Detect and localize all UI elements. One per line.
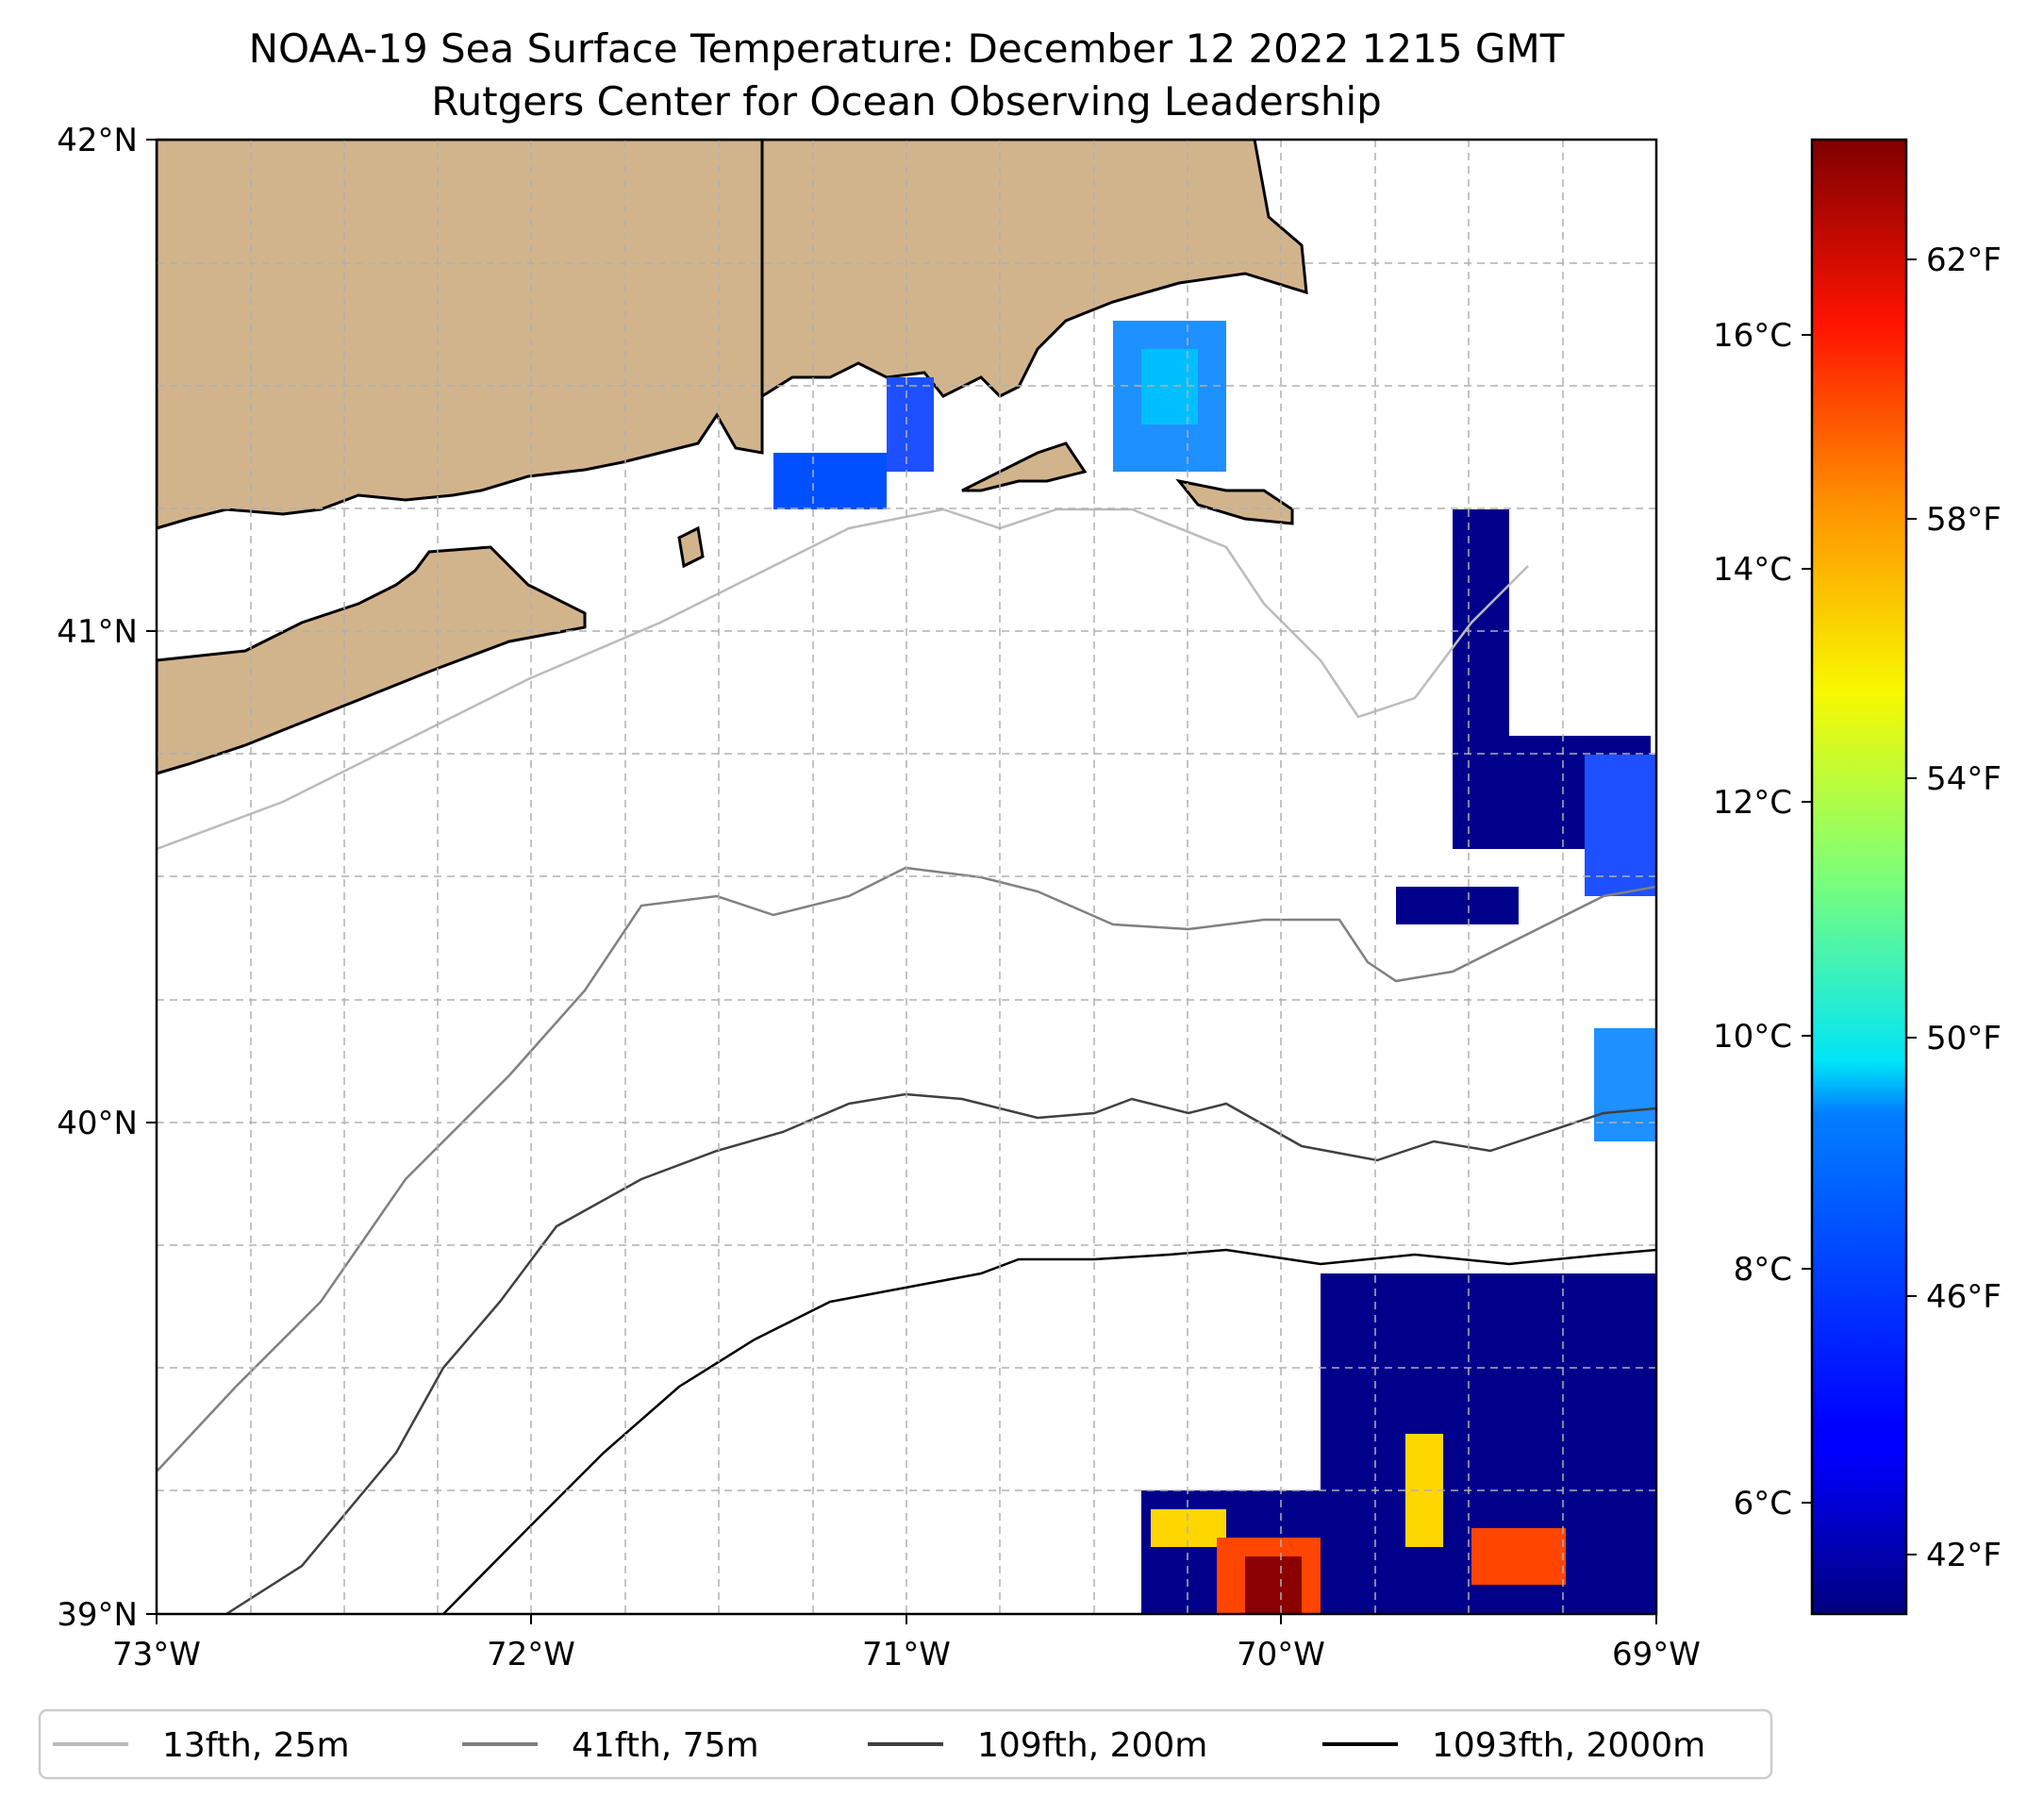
lon-tick-label: 69°W xyxy=(1612,1636,1701,1673)
lon-tick-label: 71°W xyxy=(862,1636,951,1673)
lat-tick-label: 42°N xyxy=(57,122,138,159)
tick-marks xyxy=(146,139,1657,1624)
lon-tick-label: 73°W xyxy=(112,1636,201,1673)
lon-tick-label: 70°W xyxy=(1237,1636,1325,1673)
sst-patch-east-3 xyxy=(1396,887,1519,924)
land xyxy=(157,140,1308,775)
legend-label-200m: 109fth, 200m xyxy=(977,1726,1207,1765)
sst-patch-east-5 xyxy=(1594,1028,1656,1141)
colorbar-fahrenheit-label: 42°F xyxy=(1926,1537,2002,1574)
colorbar-fahrenheit-label: 50°F xyxy=(1926,1020,2002,1057)
map-panel xyxy=(157,140,1656,1614)
colorbar: 16°C 14°C 12°C 10°C 8°C 6°C 62°F 58°F 54… xyxy=(1713,138,2002,1616)
colorbar-celsius-label: 8°C xyxy=(1734,1251,1792,1289)
title-line-1: NOAA-19 Sea Surface Temperature: Decembe… xyxy=(249,25,1565,72)
title-line-2: Rutgers Center for Ocean Observing Leade… xyxy=(431,78,1382,125)
isobath-25m xyxy=(157,507,1529,851)
legend-label-25m: 13fth, 25m xyxy=(162,1726,350,1765)
lat-tick-label: 41°N xyxy=(57,613,138,651)
colorbar-fahrenheit-label: 54°F xyxy=(1926,760,2002,798)
land-long-island xyxy=(157,545,587,775)
colorbar-fahrenheit-label: 62°F xyxy=(1926,241,2002,279)
land-connecticut-rhode-island xyxy=(157,140,764,530)
colorbar-celsius-label: 6°C xyxy=(1734,1485,1792,1522)
colorbar-fahrenheit-label: 46°F xyxy=(1926,1278,2002,1316)
sst-patch-warm-1 xyxy=(1151,1509,1226,1547)
sst-patch-east-1 xyxy=(1453,509,1509,774)
colorbar-celsius-label: 16°C xyxy=(1713,317,1792,355)
land-marthas-vineyard xyxy=(961,441,1088,492)
sst-patch-hot xyxy=(1245,1556,1302,1614)
land-block-island xyxy=(677,525,705,569)
gridlines xyxy=(157,140,1656,1614)
legend-label-2000m: 1093fth, 2000m xyxy=(1432,1726,1705,1765)
colorbar-gradient xyxy=(1810,138,1908,1616)
sst-data xyxy=(773,321,1656,1614)
lat-tick-label: 39°N xyxy=(57,1596,138,1634)
land-massachusetts-capecod xyxy=(760,140,1308,399)
isobath-2000m xyxy=(442,1248,1656,1614)
land-nantucket xyxy=(1175,478,1294,525)
colorbar-celsius-label: 14°C xyxy=(1713,551,1792,589)
isobaths xyxy=(157,507,1656,1614)
sst-patch-rhode-island-sound xyxy=(773,453,887,509)
sst-patch-warm-3 xyxy=(1471,1528,1566,1585)
isobath-75m xyxy=(157,866,1656,1473)
colorbar-celsius-label: 12°C xyxy=(1713,784,1792,822)
colorbar-celsius-label: 10°C xyxy=(1713,1018,1792,1056)
lat-tick-label: 40°N xyxy=(57,1105,138,1142)
sst-patch-buzzards-bay xyxy=(887,377,934,472)
lon-tick-label: 72°W xyxy=(487,1636,575,1673)
colorbar-fahrenheit-label: 58°F xyxy=(1926,501,2002,539)
sst-patch-east-4 xyxy=(1585,755,1656,896)
legend-label-75m: 41fth, 75m xyxy=(572,1726,759,1765)
legend: 13fth, 25m 41fth, 75m 109fth, 200m 1093f… xyxy=(38,1708,1773,1780)
sst-patch-nantucket-sound-warm xyxy=(1141,349,1198,424)
